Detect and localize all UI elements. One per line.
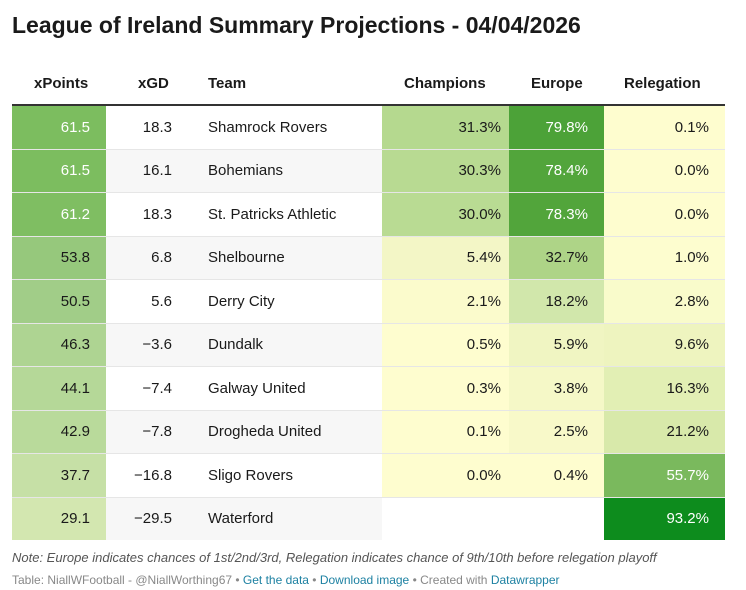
cell-champions: 5.4%	[382, 236, 509, 279]
cell-xpoints: 44.1	[12, 367, 106, 410]
cell-relegation: 0.0%	[604, 149, 725, 192]
cell-xgd: −29.5	[106, 497, 200, 540]
header-europe[interactable]: Europe	[531, 75, 583, 92]
cell-relegation: 16.3%	[604, 367, 725, 410]
table-row: 42.9 −7.8 Drogheda United 0.1% 2.5% 21.2%	[12, 410, 725, 454]
cell-champions: 31.3%	[382, 106, 509, 149]
table-header: xPoints xGD Team Champions Europe Relega…	[12, 62, 725, 106]
cell-champions: 0.5%	[382, 323, 509, 366]
cell-relegation: 55.7%	[604, 454, 725, 497]
cell-champions: 30.0%	[382, 193, 509, 236]
cell-team: Derry City	[200, 280, 382, 323]
cell-xgd: −7.8	[106, 410, 200, 453]
cell-team: Dundalk	[200, 323, 382, 366]
header-xgd[interactable]: xGD	[138, 75, 169, 92]
separator: •	[308, 573, 320, 587]
cell-xpoints: 61.2	[12, 193, 106, 236]
cell-xgd: −3.6	[106, 323, 200, 366]
cell-xpoints: 50.5	[12, 280, 106, 323]
cell-team: Galway United	[200, 367, 382, 410]
cell-team: Shelbourne	[200, 236, 382, 279]
header-relegation[interactable]: Relegation	[624, 75, 701, 92]
cell-europe: 2.5%	[509, 410, 604, 453]
cell-xpoints: 29.1	[12, 497, 106, 540]
table-row: 44.1 −7.4 Galway United 0.3% 3.8% 16.3%	[12, 367, 725, 411]
table-row: 61.5 16.1 Bohemians 30.3% 78.4% 0.0%	[12, 149, 725, 193]
cell-champions: 30.3%	[382, 149, 509, 192]
table-row: 37.7 −16.8 Sligo Rovers 0.0% 0.4% 55.7%	[12, 454, 725, 498]
cell-xpoints: 61.5	[12, 106, 106, 149]
cell-xpoints: 37.7	[12, 454, 106, 497]
cell-champions	[382, 497, 509, 540]
cell-team: St. Patricks Athletic	[200, 193, 382, 236]
cell-team: Sligo Rovers	[200, 454, 382, 497]
cell-relegation: 9.6%	[604, 323, 725, 366]
cell-europe: 79.8%	[509, 106, 604, 149]
cell-europe: 78.4%	[509, 149, 604, 192]
cell-xgd: 6.8	[106, 236, 200, 279]
cell-europe: 18.2%	[509, 280, 604, 323]
cell-xpoints: 61.5	[12, 149, 106, 192]
cell-europe	[509, 497, 604, 540]
table-row: 29.1 −29.5 Waterford 93.2%	[12, 497, 725, 540]
cell-xgd: 16.1	[106, 149, 200, 192]
projections-table: xPoints xGD Team Champions Europe Relega…	[12, 62, 725, 540]
table-row: 50.5 5.6 Derry City 2.1% 18.2% 2.8%	[12, 280, 725, 324]
cell-europe: 0.4%	[509, 454, 604, 497]
cell-relegation: 21.2%	[604, 410, 725, 453]
get-data-link[interactable]: Get the data	[242, 573, 309, 587]
cell-champions: 2.1%	[382, 280, 509, 323]
cell-xgd: 5.6	[106, 280, 200, 323]
table-row: 53.8 6.8 Shelbourne 5.4% 32.7% 1.0%	[12, 236, 725, 280]
table-row: 61.2 18.3 St. Patricks Athletic 30.0% 78.3% 0…	[12, 193, 725, 237]
cell-xgd: −16.8	[106, 454, 200, 497]
cell-champions: 0.1%	[382, 410, 509, 453]
source-line: Table: NiallWFootball - @NiallWorthing67…	[12, 573, 560, 587]
cell-europe: 32.7%	[509, 236, 604, 279]
datawrapper-link[interactable]: Datawrapper	[490, 573, 560, 587]
download-image-link[interactable]: Download image	[319, 573, 410, 587]
table-row: 46.3 −3.6 Dundalk 0.5% 5.9% 9.6%	[12, 323, 725, 367]
cell-relegation: 0.0%	[604, 193, 725, 236]
source-credit: Table: NiallWFootball - @NiallWorthing67…	[12, 573, 243, 587]
table-body: 61.5 18.3 Shamrock Rovers 31.3% 79.8% 0.1% 61.…	[12, 106, 725, 540]
cell-relegation: 0.1%	[604, 106, 725, 149]
created-with-text: • Created with	[409, 573, 491, 587]
cell-relegation: 2.8%	[604, 280, 725, 323]
footnote: Note: Europe indicates chances of 1st/2n…	[12, 550, 657, 565]
cell-xpoints: 53.8	[12, 236, 106, 279]
cell-europe: 3.8%	[509, 367, 604, 410]
cell-team: Waterford	[200, 497, 382, 540]
cell-europe: 5.9%	[509, 323, 604, 366]
table-row: 61.5 18.3 Shamrock Rovers 31.3% 79.8% 0.1%	[12, 106, 725, 150]
cell-xgd: 18.3	[106, 193, 200, 236]
cell-xgd: −7.4	[106, 367, 200, 410]
header-champions[interactable]: Champions	[404, 75, 486, 92]
cell-xgd: 18.3	[106, 106, 200, 149]
cell-team: Drogheda United	[200, 410, 382, 453]
header-xpoints[interactable]: xPoints	[34, 75, 89, 92]
cell-team: Bohemians	[200, 149, 382, 192]
header-team[interactable]: Team	[208, 75, 247, 92]
cell-xpoints: 42.9	[12, 410, 106, 453]
page-title: League of Ireland Summary Projections - …	[12, 12, 581, 38]
cell-champions: 0.3%	[382, 367, 509, 410]
cell-relegation: 1.0%	[604, 236, 725, 279]
cell-champions: 0.0%	[382, 454, 509, 497]
cell-relegation: 93.2%	[604, 497, 725, 540]
cell-team: Shamrock Rovers	[200, 106, 382, 149]
cell-xpoints: 46.3	[12, 323, 106, 366]
cell-europe: 78.3%	[509, 193, 604, 236]
